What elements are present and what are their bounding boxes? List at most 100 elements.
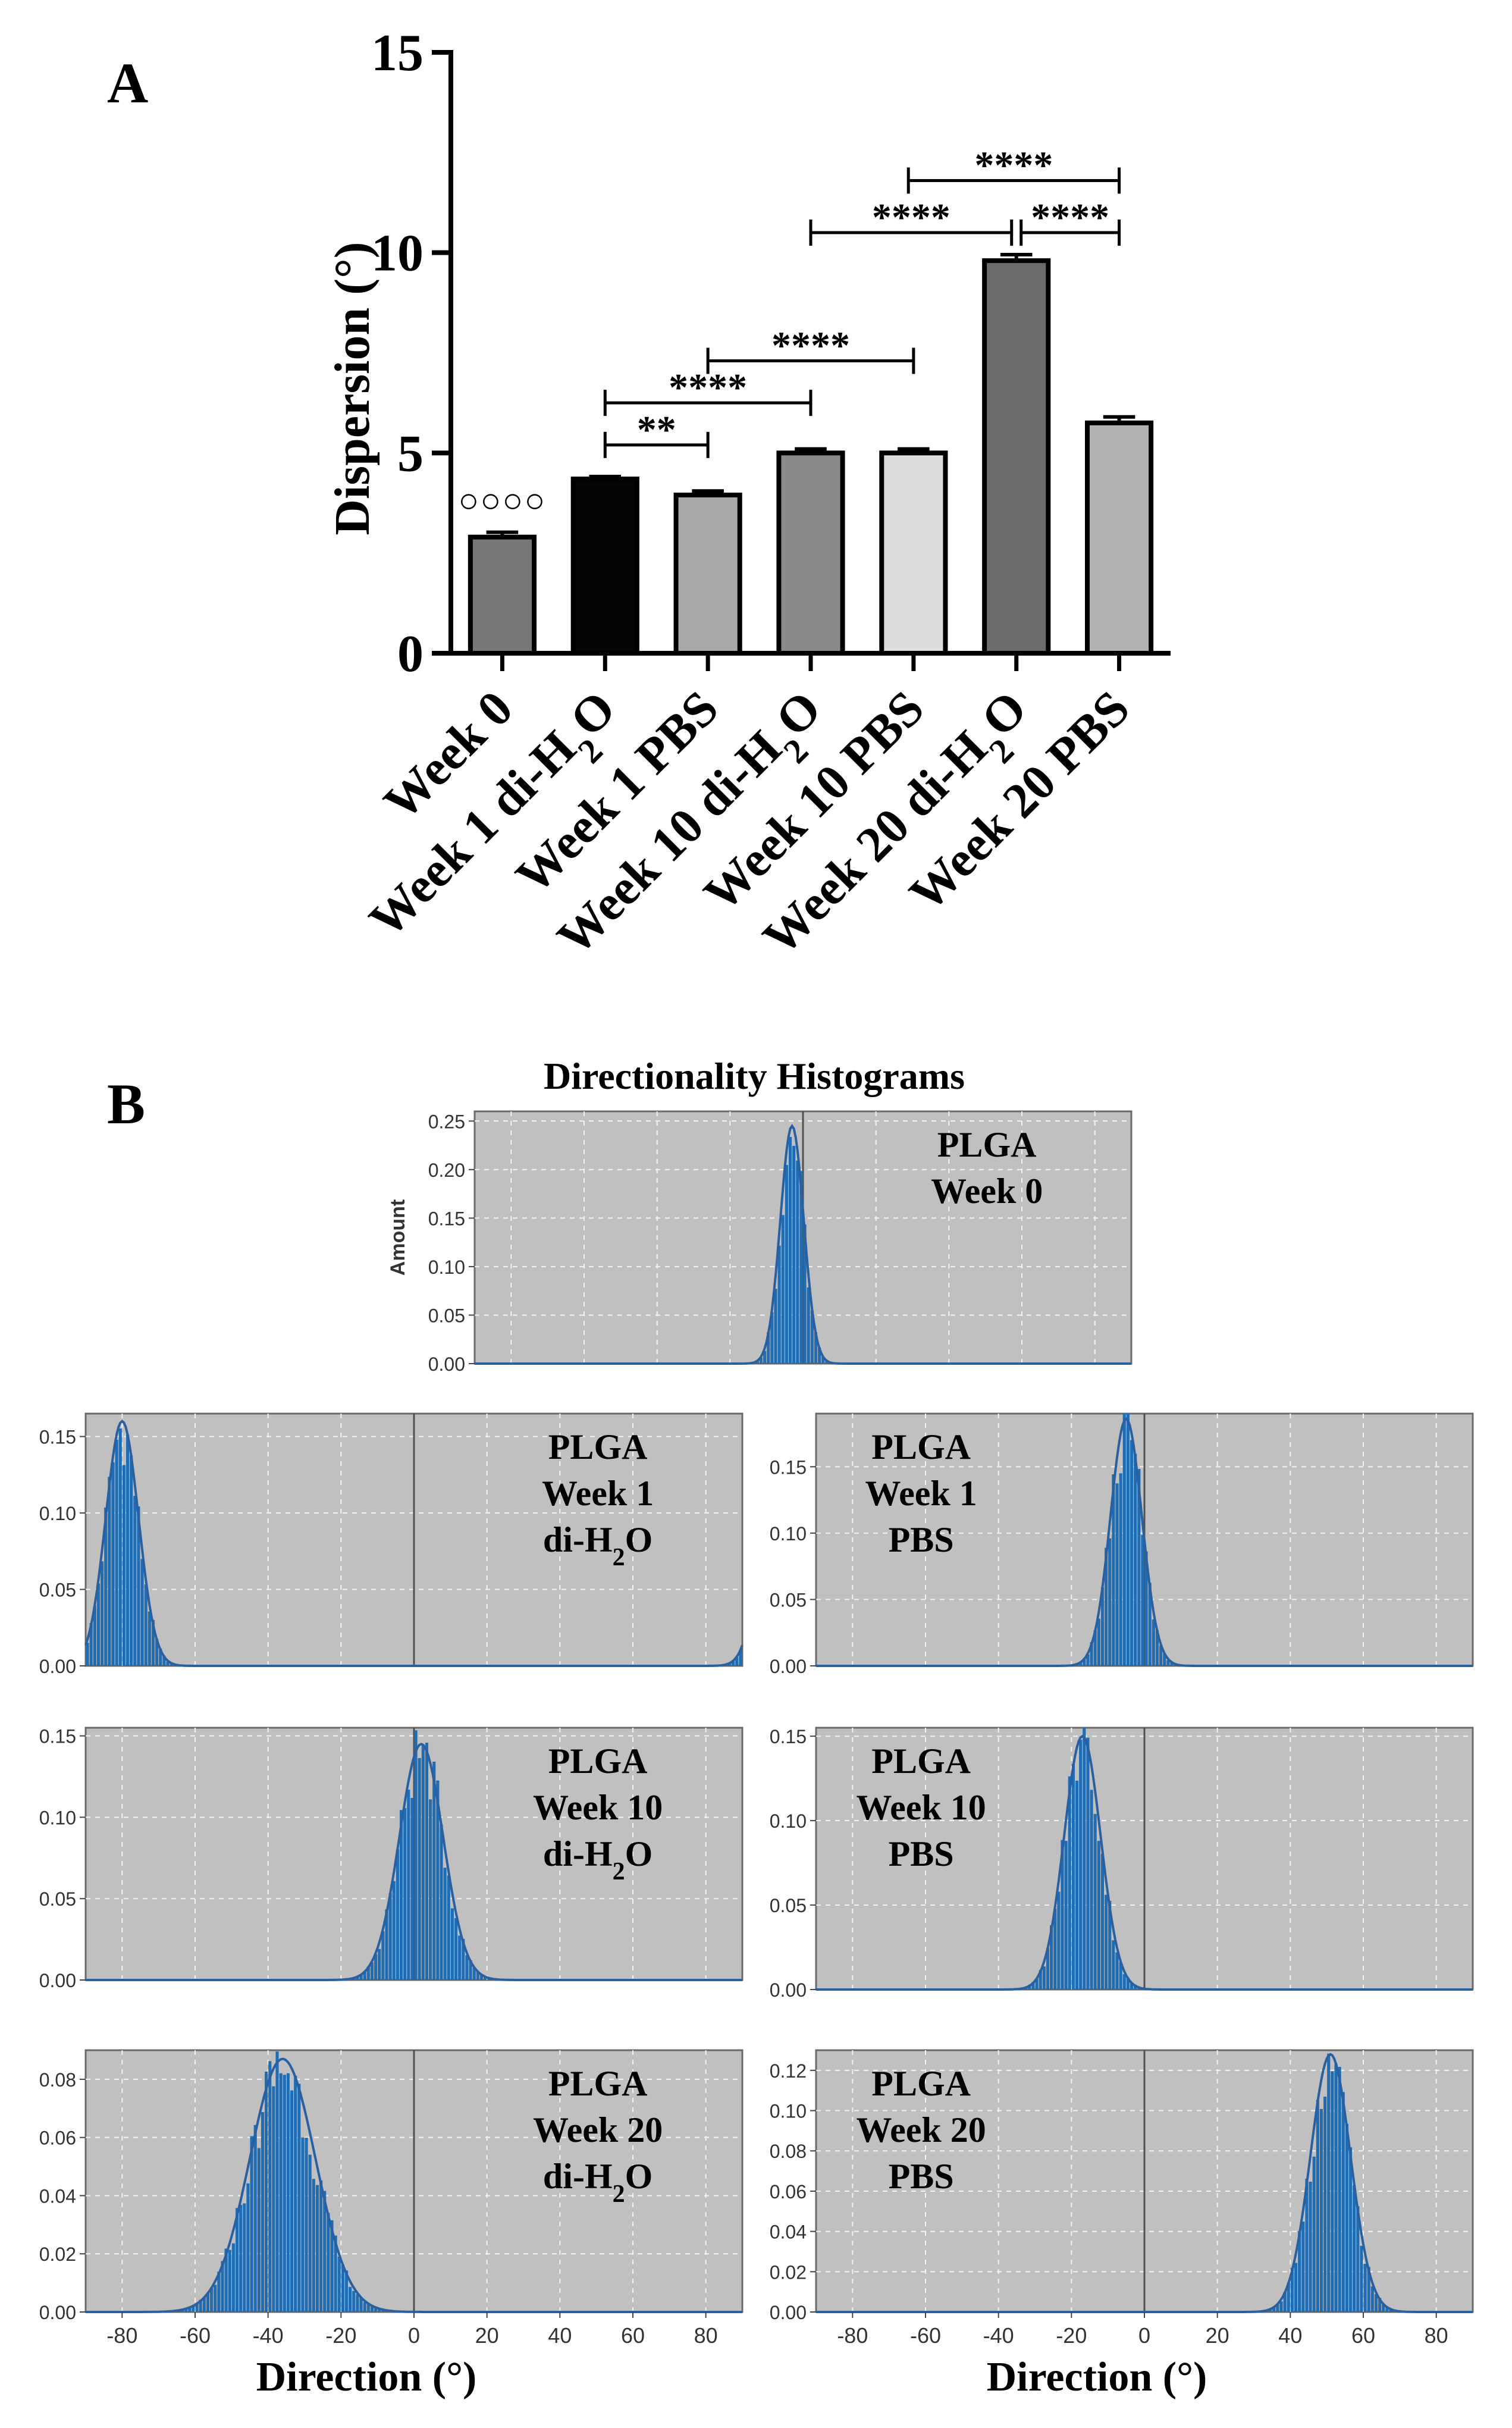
y-tick-label: 15 <box>371 24 424 82</box>
histogram-label: PLGA <box>871 2064 971 2103</box>
histogram-label: PLGA <box>871 1427 971 1467</box>
histogram-bar <box>381 2310 385 2312</box>
histogram-bar <box>359 1975 363 1980</box>
histogram-bar <box>1294 2263 1298 2312</box>
histogram-bar <box>810 1310 814 1364</box>
histogram-bar <box>265 2072 268 2312</box>
y-tick-label: 0.15 <box>770 1726 807 1747</box>
histogram-label: Week 0 <box>931 1171 1043 1211</box>
y-axis-title: Dispersion (°) <box>325 242 380 535</box>
x-tick-label: -80 <box>106 2323 137 2348</box>
histogram-bar <box>1075 1780 1079 1990</box>
histogram-bar <box>1100 1853 1105 1990</box>
histogram-bar <box>192 2305 195 2312</box>
x-tick-label: -60 <box>910 2323 941 2348</box>
histogram-bar <box>286 2073 290 2312</box>
histogram-bar <box>268 2061 272 2312</box>
x-tick-label: 60 <box>621 2323 645 2348</box>
histogram-bar <box>1305 2178 1309 2312</box>
histogram-bar <box>1046 1948 1050 1990</box>
y-tick-label: 0.12 <box>770 2060 807 2082</box>
histogram-bar <box>363 1972 366 1980</box>
y-tick-label: 0.05 <box>770 1589 807 1611</box>
y-tick-label: 0.00 <box>39 2302 76 2323</box>
histogram-bar <box>1389 2309 1392 2312</box>
histogram-bar <box>1105 1547 1108 1666</box>
histogram-bar <box>450 1908 454 1980</box>
histogram-bar <box>344 2270 349 2312</box>
histogram-bar <box>294 2075 297 2312</box>
x-tick-label: -80 <box>837 2323 868 2348</box>
histogram-bar <box>315 2185 319 2312</box>
histogram-bar <box>1272 2307 1276 2312</box>
histogram-bar <box>1093 1813 1097 1990</box>
histogram-label: PLGA <box>548 1427 648 1467</box>
histogram-bar <box>403 1807 407 1980</box>
histogram-label: Week 10 <box>533 1788 663 1827</box>
x-tick-label: -60 <box>180 2323 211 2348</box>
histogram-bar <box>1374 2294 1378 2312</box>
histogram-bar <box>1163 1653 1166 1666</box>
y-tick-label: 0.02 <box>39 2244 76 2265</box>
y-tick-label: 0 <box>397 625 424 683</box>
histogram-bar <box>472 1968 476 1980</box>
histogram-bar <box>1316 2100 1319 2312</box>
histogram-bar <box>1122 1974 1126 1990</box>
histogram-bar <box>381 1931 385 1980</box>
histogram-bar <box>1148 1583 1152 1666</box>
y-tick-label: 0.10 <box>39 1807 76 1828</box>
histogram-bar <box>366 1966 370 1980</box>
histogram-bar <box>465 1955 469 1980</box>
histogram-bar <box>275 2051 279 2312</box>
histogram-bar <box>1090 1642 1093 1666</box>
histogram-bar <box>788 1136 792 1364</box>
histogram-bar <box>1079 1662 1083 1666</box>
histogram-bar <box>162 1656 166 1666</box>
y-tick-label: 0.00 <box>428 1354 465 1375</box>
histogram-bar <box>305 2137 308 2312</box>
histogram-bar <box>739 1650 742 1666</box>
y-tick-label: 0.15 <box>39 1726 76 1747</box>
histogram-bar <box>323 2191 327 2312</box>
histogram-bar <box>1144 1551 1148 1666</box>
histogram-bar <box>231 2243 235 2312</box>
histogram-label: Week 20 <box>533 2110 663 2150</box>
fit-curve <box>84 1420 744 1667</box>
histogram-bar <box>217 2272 221 2312</box>
histogram-bar <box>1108 1538 1112 1666</box>
histogram-bar <box>388 1893 392 1980</box>
histogram-bar <box>392 1881 396 1980</box>
directionality-histograms: 0.00 0.05 0.10 0.15 0.20 0.25 PLGA Week 0 Amount… <box>39 1110 1474 2400</box>
histogram-bar <box>1079 1740 1083 1990</box>
significance-label: **** <box>771 324 850 367</box>
histogram-bar <box>1360 2245 1363 2312</box>
x-tick-label: 40 <box>1278 2323 1302 2348</box>
y-tick-label: 0.05 <box>428 1305 465 1326</box>
y-tick-label: 0.05 <box>770 1895 807 1916</box>
histogram-7: 0.00 0.02 0.04 0.06 0.08 0.10 0.12 PLGA Week 20 P… <box>770 2049 1474 2400</box>
y-tick-label: 0.10 <box>770 2101 807 2122</box>
fit-curve <box>816 1734 1473 1991</box>
histogram-label: PLGA <box>548 1741 648 1781</box>
histogram-bar <box>1152 1619 1155 1666</box>
histogram-bar <box>144 1584 148 1666</box>
histogram-bar <box>429 1799 432 1980</box>
histogram-bar <box>1093 1630 1097 1666</box>
y-tick-label: 0.08 <box>39 2069 76 2091</box>
fit-curve <box>816 1417 1473 1667</box>
bar-6 <box>982 258 1051 656</box>
histogram-bar <box>312 2179 315 2312</box>
histogram-bar <box>199 2299 202 2312</box>
histogram-bar <box>1134 1986 1137 1990</box>
histogram-bar <box>341 2264 344 2312</box>
fit-curve <box>86 1743 742 1981</box>
histogram-bar <box>1312 2156 1316 2312</box>
histogram-bar <box>1105 1894 1108 1990</box>
y-tick-label: 0.00 <box>39 1970 76 1991</box>
histogram-bar <box>378 2308 381 2312</box>
histogram-label: Week 10 <box>856 1788 986 1827</box>
histogram-bar <box>1035 1979 1039 1990</box>
histogram-bar <box>1309 2181 1312 2312</box>
histogram-label: di-H2O <box>543 2157 653 2208</box>
histogram-6: 0.00 0.02 0.04 0.06 0.08 PLGA Week 20 di-H2O -80… <box>39 2049 744 2400</box>
